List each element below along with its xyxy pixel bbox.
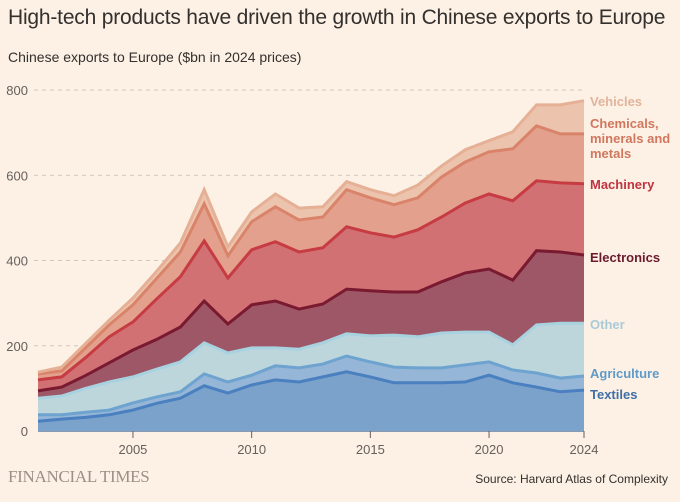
axes: 0 200 400 600 800 2005 2010 2015 2020 2024	[6, 83, 598, 457]
area-chemicals-minerals-and-metals	[38, 125, 584, 380]
publisher-logo: FINANCIAL TIMES	[8, 467, 150, 486]
chart-subtitle: Chinese exports to Europe ($bn in 2024 p…	[8, 49, 302, 65]
label-electronics: Electronics	[590, 250, 660, 265]
x-tick-label: 2024	[570, 442, 599, 457]
label-machinery: Machinery	[590, 177, 655, 192]
x-tick-label: 2010	[237, 442, 266, 457]
x-tick-label: 2015	[356, 442, 385, 457]
line-chemicals-minerals-and-metals	[37, 124, 584, 376]
y-tick-label: 800	[6, 83, 28, 98]
source-note: Source: Harvard Atlas of Complexity	[475, 472, 668, 486]
series-lines	[37, 99, 585, 423]
x-tick-label: 2005	[118, 442, 147, 457]
label-vehicles: Vehicles	[590, 94, 642, 109]
x-tick-label: 2020	[475, 442, 504, 457]
line-other	[37, 321, 584, 400]
line-machinery	[37, 179, 585, 382]
area-textiles	[38, 371, 584, 431]
area-machinery	[38, 180, 584, 391]
area-electronics	[38, 250, 584, 399]
label-textiles: Textiles	[590, 387, 637, 402]
y-tick-label: 600	[6, 168, 28, 183]
line-electronics	[37, 249, 585, 393]
series-labels: Textiles Agriculture Other Electronics Machi…	[590, 94, 670, 402]
label-agriculture: Agriculture	[590, 366, 659, 381]
line-agriculture	[38, 354, 585, 417]
area-layers	[38, 100, 584, 431]
y-tick-label: 200	[6, 339, 28, 354]
line-textiles	[37, 370, 585, 423]
label-other: Other	[590, 317, 625, 332]
chart-title: High-tech products have driven the growt…	[8, 6, 666, 29]
line-vehicles	[37, 99, 585, 374]
area-vehicles	[38, 100, 584, 374]
label-chemicals-minerals-and-metals: Chemicals, minerals and metals	[590, 116, 670, 161]
y-tick-label: 400	[6, 254, 28, 269]
y-tick-label: 0	[21, 424, 28, 439]
area-agriculture	[38, 356, 584, 422]
